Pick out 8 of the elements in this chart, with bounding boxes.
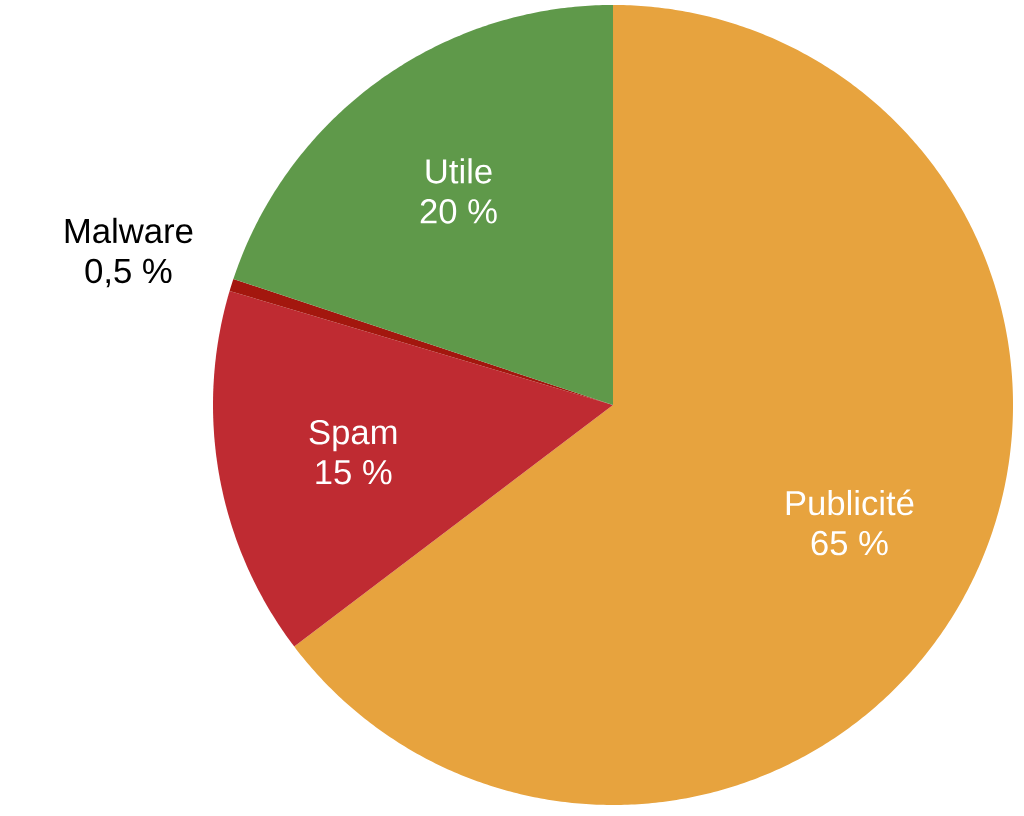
- data-label: 15 %: [316, 460, 392, 485]
- data-label: 0,5 %: [85, 258, 172, 288]
- data-label: 65 %: [811, 530, 888, 556]
- data-label: 20 %: [420, 199, 497, 224]
- slice-label: Malware: [65, 217, 193, 244]
- slice-label: Publicité: [786, 489, 914, 516]
- slice-label: Spam: [309, 419, 397, 452]
- slice-label: Utile: [426, 158, 492, 184]
